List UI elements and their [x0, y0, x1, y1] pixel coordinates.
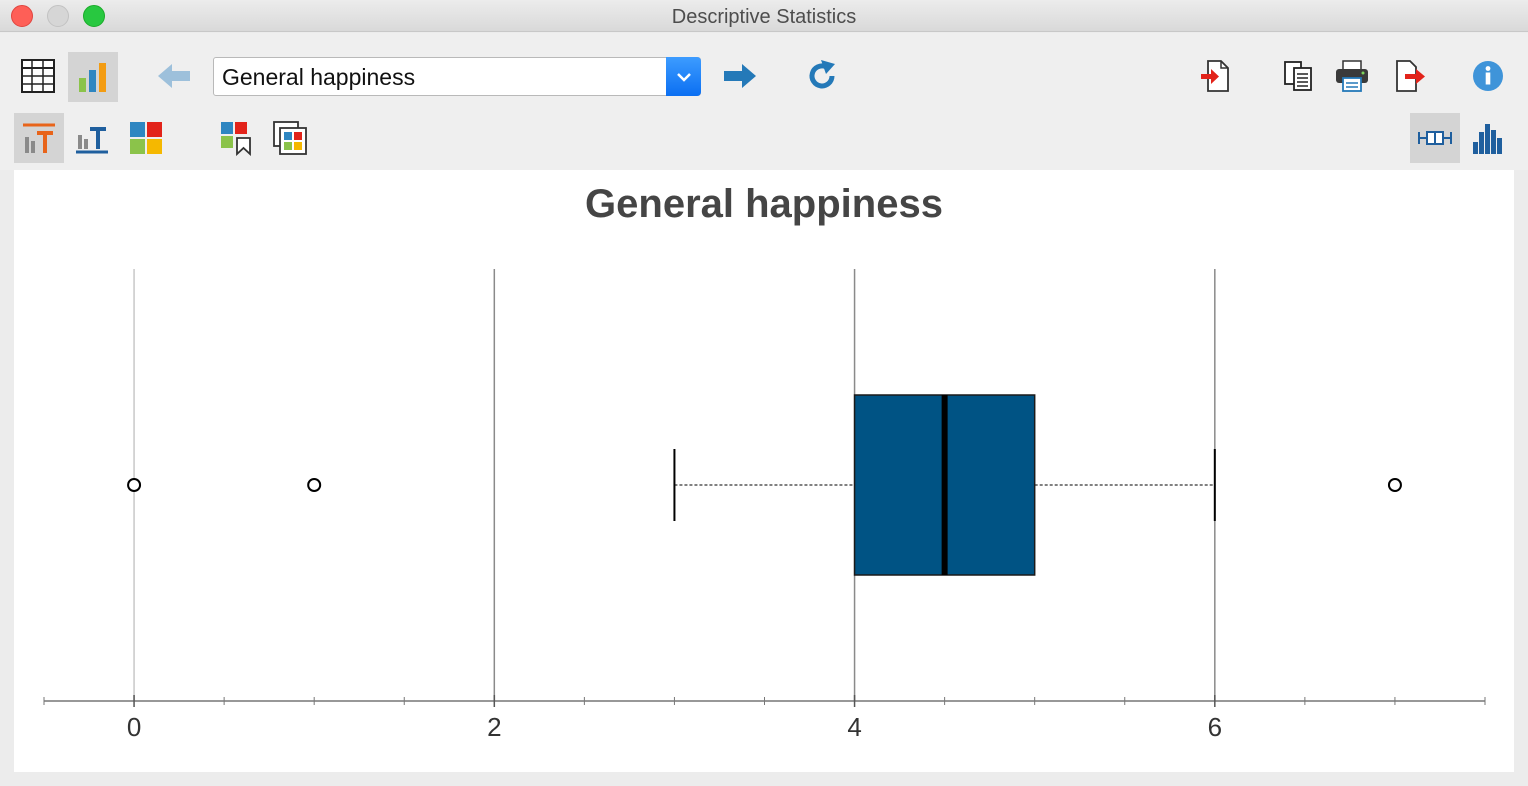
bookmark-chart-button[interactable]	[214, 113, 258, 163]
refresh-button[interactable]	[800, 54, 844, 98]
chart-toolbar	[0, 109, 1528, 170]
outlier-point	[127, 478, 142, 492]
zoom-window-button[interactable]	[83, 5, 105, 27]
chart-title-button[interactable]	[14, 113, 64, 163]
close-window-button[interactable]	[11, 5, 33, 27]
chart-view-button[interactable]	[68, 52, 118, 102]
print-button[interactable]	[1330, 54, 1374, 98]
bar-chart-icon	[79, 63, 106, 92]
chevron-down-icon	[676, 72, 691, 82]
x-tick-label: 0	[127, 712, 141, 742]
refresh-icon	[809, 60, 835, 89]
copy-icon	[1284, 61, 1312, 91]
info-icon	[1473, 61, 1503, 91]
info-button[interactable]	[1466, 54, 1510, 98]
printer-icon	[1336, 60, 1368, 92]
color-palette-icon	[130, 122, 162, 154]
x-tick-label: 6	[1208, 712, 1222, 742]
window-title: Descriptive Statistics	[671, 6, 857, 28]
x-tick-label: 4	[847, 712, 861, 742]
colors-button[interactable]	[124, 113, 168, 163]
variable-select-dropdown-button[interactable]	[666, 57, 701, 96]
previous-variable-button[interactable]	[152, 56, 196, 96]
boxplot-chart-button[interactable]	[1410, 113, 1460, 163]
import-document-icon	[1201, 60, 1229, 92]
bookmark-icon	[221, 122, 251, 156]
export-icon	[1396, 60, 1425, 92]
boxplot-icon	[1418, 131, 1452, 145]
histogram-icon	[1473, 124, 1502, 154]
chart-gallery-button[interactable]	[268, 113, 312, 163]
arrow-right-icon	[724, 64, 756, 88]
copy-button[interactable]	[1276, 54, 1320, 98]
export-button[interactable]	[1388, 54, 1432, 98]
chart-title: General happiness	[585, 182, 943, 226]
next-variable-button[interactable]	[718, 56, 762, 96]
axis-labels-button[interactable]	[70, 113, 114, 163]
boxplot-chart: 0 2 4 6	[43, 269, 1486, 742]
minimize-window-button[interactable]	[47, 5, 69, 27]
histogram-chart-button[interactable]	[1466, 113, 1510, 163]
gallery-icon	[273, 121, 307, 155]
arrow-left-icon	[158, 64, 190, 88]
x-tick-label: 2	[487, 712, 501, 742]
variable-select-value: General happiness	[222, 64, 416, 90]
outlier-point	[1387, 478, 1402, 492]
table-icon	[21, 59, 55, 93]
axis-labels-icon	[76, 127, 108, 154]
table-view-button[interactable]	[14, 52, 62, 100]
title-bar: Descriptive Statistics	[0, 0, 1528, 32]
export-to-document-button[interactable]	[1194, 54, 1238, 98]
chart-panel: General happiness 0 2 4 6	[14, 170, 1514, 772]
variable-select[interactable]: General happiness	[213, 57, 701, 96]
chart-title-icon	[23, 123, 55, 153]
outlier-point	[307, 478, 322, 492]
